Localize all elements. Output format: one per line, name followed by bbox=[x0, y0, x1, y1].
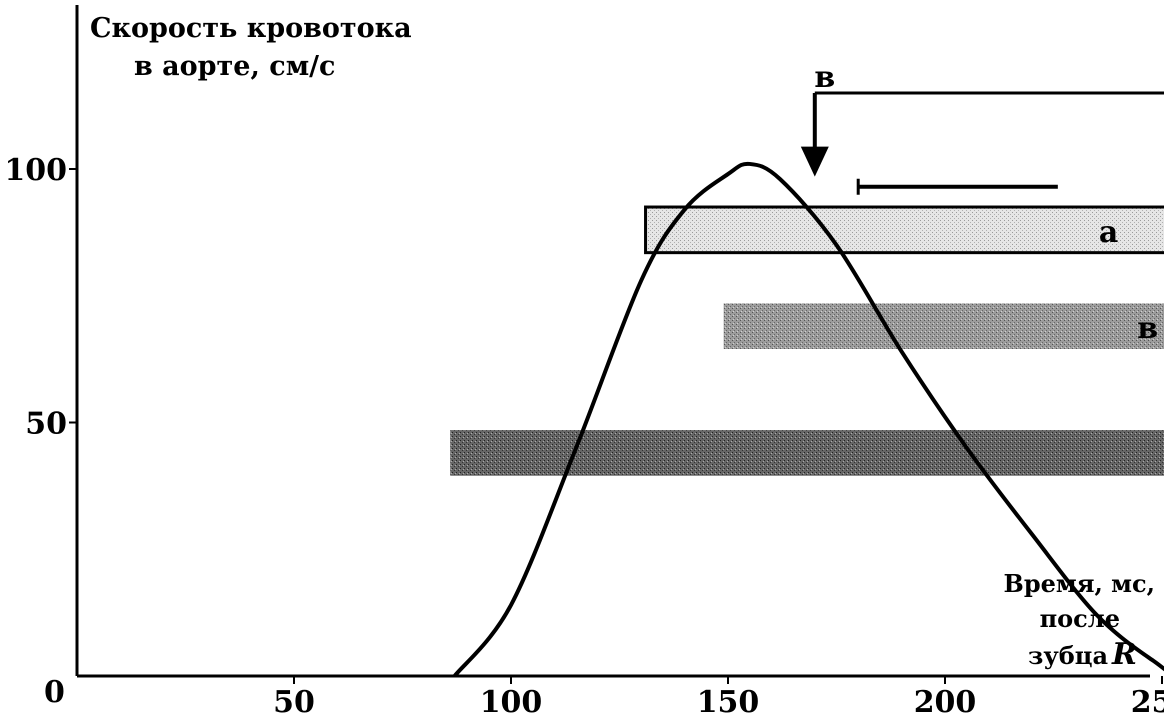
y-axis-label-line-1: Скорость кровотока bbox=[90, 13, 412, 44]
x-tick-label: 100 bbox=[480, 685, 543, 715]
bar-label-1: а bbox=[1099, 215, 1118, 250]
x-axis-label-line-2: после bbox=[1040, 604, 1120, 633]
duration-bar-2 bbox=[723, 303, 1164, 349]
x-axis-label-line-3: зубца bbox=[1028, 641, 1108, 670]
series-line-1 bbox=[453, 161, 1164, 678]
x-tick-label: 200 bbox=[914, 685, 977, 715]
y-tick-label: 100 bbox=[4, 153, 67, 188]
bracket-top-label-left: в bbox=[814, 60, 835, 95]
bar-label-2: в bbox=[1137, 311, 1158, 346]
annotations-layer: бвA2 bbox=[800, 60, 1164, 195]
y-tick-label: 50 bbox=[25, 407, 67, 442]
arrow-left-head bbox=[800, 146, 829, 177]
y-axis-label-line-2: в аорте, см/с bbox=[134, 51, 335, 82]
origin-label: 0 bbox=[44, 675, 65, 710]
x-tick-label: 250 bbox=[1131, 685, 1164, 715]
curve-layer: 1 bbox=[453, 161, 1164, 678]
ticks-layer: 5010015020025030035040045050100 bbox=[4, 153, 1164, 720]
duration-bar-3 bbox=[450, 430, 1164, 476]
x-axis-label-italic-r: R bbox=[1111, 637, 1137, 672]
bars-layer: ав bbox=[450, 205, 1164, 476]
x-tick-label: 50 bbox=[273, 685, 315, 715]
duration-bar-1 bbox=[644, 205, 1164, 255]
x-tick-label: 150 bbox=[697, 685, 760, 715]
